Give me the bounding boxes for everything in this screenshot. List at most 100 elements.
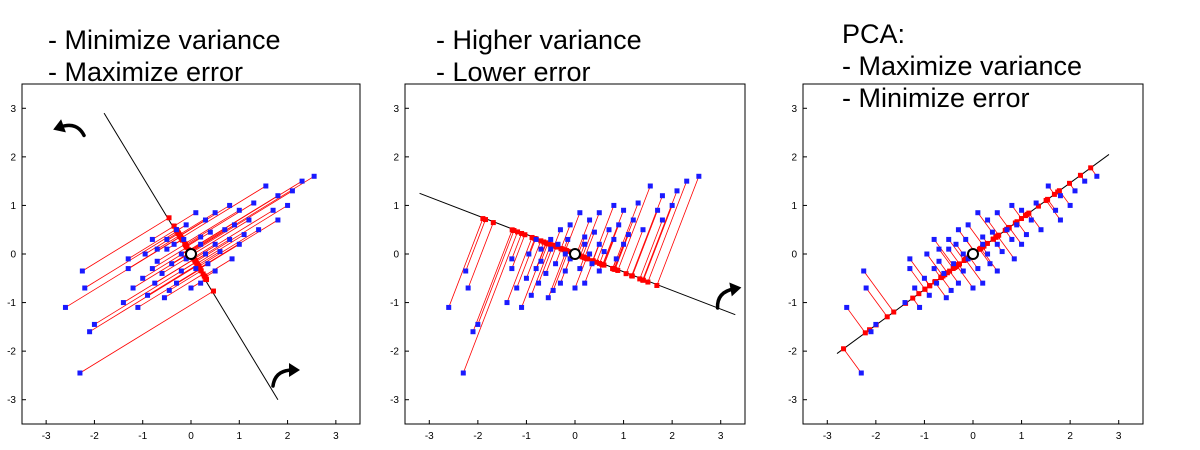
data-point	[135, 304, 141, 310]
projection-line	[656, 176, 700, 286]
data-point	[311, 173, 317, 179]
data-point	[557, 227, 563, 233]
projection-line	[462, 231, 518, 374]
y-tick-label: 0	[393, 250, 399, 261]
data-point	[917, 304, 923, 310]
data-point	[975, 210, 981, 216]
data-point	[611, 236, 617, 242]
projection-line	[965, 259, 984, 284]
data-point	[941, 270, 947, 276]
projection-line	[647, 180, 688, 283]
projection-line	[956, 265, 974, 289]
caption-line: - Minimize variance	[48, 25, 281, 55]
data-point	[514, 285, 520, 291]
caption-line: - Minimize error	[842, 83, 1030, 113]
data-point	[863, 285, 869, 291]
data-point	[555, 241, 561, 247]
data-point	[460, 370, 466, 376]
projected-point	[579, 254, 585, 260]
data-point	[212, 241, 218, 247]
y-tick-label: 3	[10, 104, 16, 115]
x-tick-label: -1	[920, 431, 929, 442]
data-point	[154, 246, 160, 252]
projection-line	[602, 224, 620, 266]
caption-line: - Lower error	[436, 57, 591, 87]
x-tick-label: -2	[473, 431, 482, 442]
data-point	[943, 295, 949, 301]
projection-line	[147, 264, 198, 296]
data-point	[202, 251, 208, 257]
data-point	[946, 246, 952, 252]
data-point	[980, 280, 986, 286]
data-point	[963, 236, 969, 242]
y-tick-label: 2	[393, 152, 399, 163]
data-point	[166, 287, 172, 293]
projection-line	[152, 225, 175, 240]
projected-point	[600, 262, 606, 268]
projection-line	[1008, 227, 1022, 245]
data-point	[946, 236, 952, 242]
x-tick-label: -2	[90, 431, 99, 442]
projection-line	[156, 243, 186, 262]
data-point	[212, 268, 218, 274]
projected-point	[554, 244, 560, 250]
data-point	[1053, 207, 1059, 213]
data-point	[125, 256, 131, 262]
data-point	[193, 266, 199, 272]
data-point	[77, 370, 83, 376]
data-point	[227, 202, 233, 208]
data-point	[207, 229, 213, 235]
data-point	[858, 370, 864, 376]
projection-line	[188, 180, 303, 251]
projected-point	[862, 330, 868, 336]
projection-line	[181, 185, 267, 239]
y-tick-label: -1	[788, 298, 797, 309]
data-point	[999, 249, 1005, 255]
data-point	[960, 268, 966, 274]
projected-point	[538, 238, 544, 244]
projection-line	[152, 247, 188, 269]
projection-line	[581, 212, 600, 257]
projection-line	[863, 270, 895, 313]
data-point	[198, 280, 204, 286]
data-point	[183, 222, 189, 228]
x-tick-label: -1	[138, 431, 147, 442]
data-point	[985, 251, 991, 257]
projected-point	[962, 257, 968, 263]
projected-point	[884, 314, 890, 320]
projection-line	[987, 219, 1000, 236]
caption-line: - Higher variance	[436, 25, 642, 55]
data-point	[231, 222, 237, 228]
data-point	[1011, 256, 1017, 262]
x-tick-label: 1	[1019, 431, 1025, 442]
projection-line	[538, 245, 554, 284]
projected-point	[551, 243, 557, 249]
data-point	[256, 227, 262, 233]
x-tick-label: 0	[572, 431, 578, 442]
data-point	[526, 251, 532, 257]
data-point	[902, 300, 908, 306]
data-point	[193, 210, 199, 216]
projection-line	[603, 239, 615, 266]
data-point	[606, 227, 612, 233]
projection-line	[996, 212, 1009, 229]
projected-point	[585, 256, 591, 262]
projection-line	[846, 307, 866, 334]
projection-line	[540, 243, 549, 262]
data-point	[589, 261, 595, 267]
projection-line	[938, 248, 954, 269]
projected-point	[1018, 216, 1024, 222]
projected-point	[597, 260, 603, 266]
projected-point	[1051, 191, 1057, 197]
projection-line	[560, 224, 571, 249]
projection-line	[530, 244, 552, 296]
projection-line	[176, 268, 201, 284]
data-point	[205, 261, 211, 267]
projected-point	[546, 241, 552, 247]
data-point	[550, 287, 556, 293]
projected-point	[1088, 165, 1094, 171]
data-point	[543, 270, 549, 276]
data-point	[538, 246, 544, 252]
rotation-arrow-icon	[271, 363, 300, 388]
data-point	[159, 270, 165, 276]
